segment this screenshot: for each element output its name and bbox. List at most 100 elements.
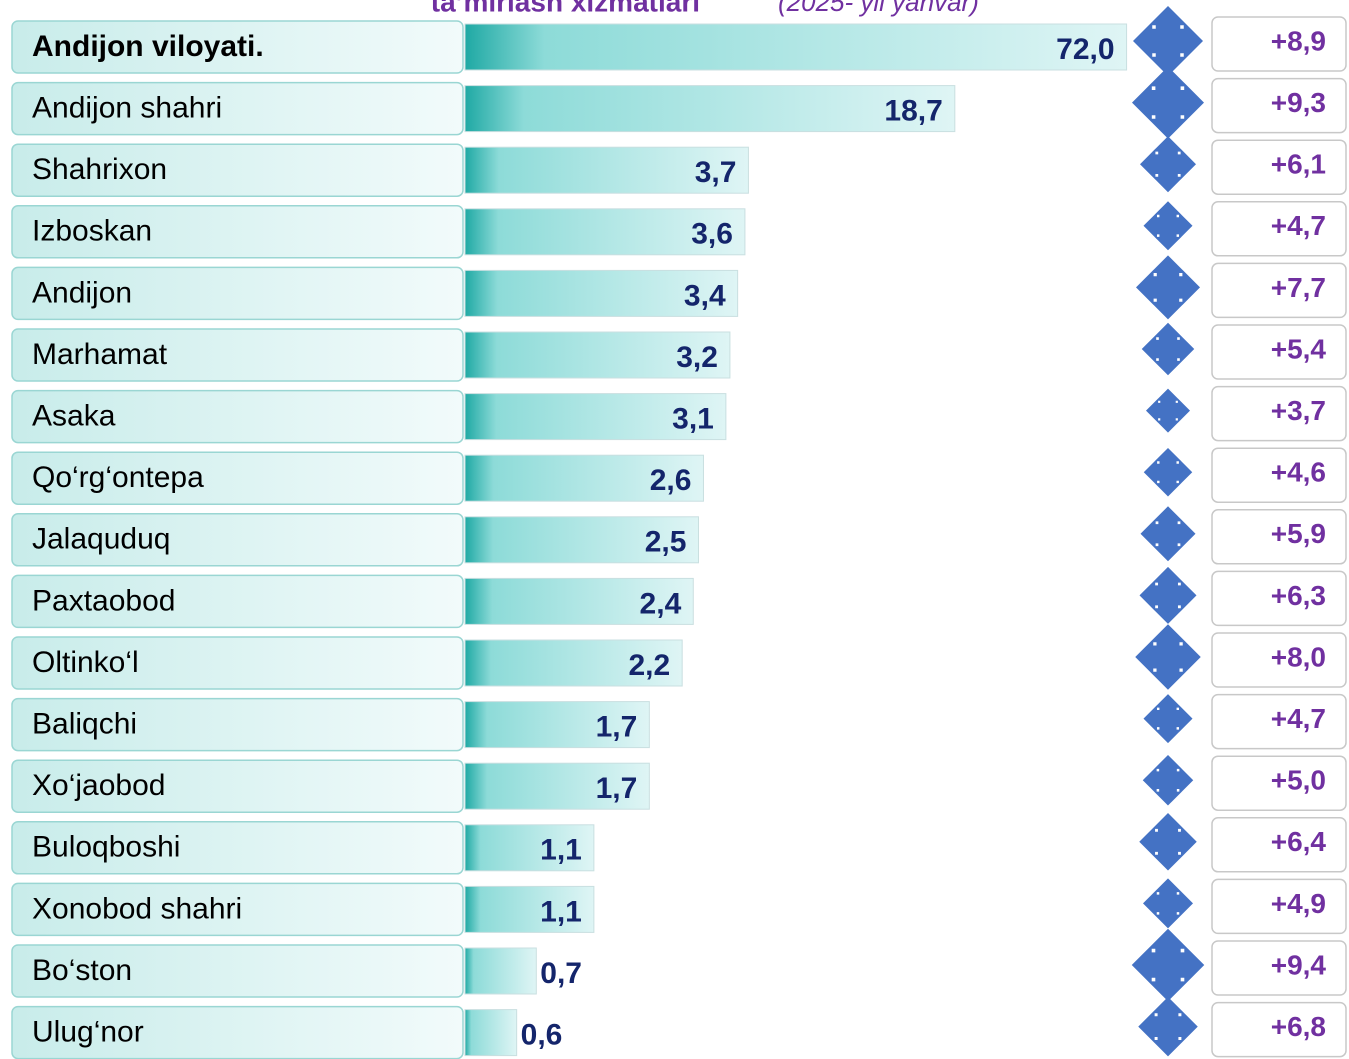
value-label: 3,1 (672, 403, 714, 436)
arrow-icon (1143, 694, 1193, 744)
category-label: Andijon shahri (32, 92, 222, 125)
arrow-icon (1143, 878, 1193, 929)
label-box (11, 636, 464, 690)
category-label: Qo‘rg‘ontepa (32, 461, 204, 494)
change-box (1211, 262, 1347, 319)
category-label: Baliqchi (32, 708, 137, 741)
change-label: +9,4 (1271, 949, 1327, 980)
change-box (1211, 632, 1347, 688)
arrow-icon (1143, 447, 1193, 497)
label-box (11, 821, 464, 875)
value-label: 72,0 (1056, 33, 1114, 66)
label-box (11, 513, 464, 567)
bar (464, 23, 1128, 71)
change-label: +5,0 (1271, 765, 1326, 796)
change-box (1211, 324, 1347, 380)
change-label: +4,7 (1271, 210, 1326, 241)
change-label: +3,7 (1271, 395, 1326, 426)
change-label: +4,9 (1271, 888, 1326, 919)
change-box (1211, 570, 1347, 627)
category-label: Xo‘jaobod (32, 769, 165, 802)
label-box (11, 81, 464, 136)
change-box (1211, 509, 1347, 565)
arrow-icon (1140, 506, 1196, 562)
change-label: +9,3 (1271, 87, 1326, 118)
label-box (11, 205, 464, 259)
label-box (11, 266, 464, 321)
category-label: Jalaquduq (32, 523, 170, 556)
category-label: Oltinko‘l (32, 646, 139, 679)
category-label: Asaka (32, 400, 116, 433)
change-box (1211, 16, 1347, 72)
label-box (11, 697, 464, 752)
label-box (11, 328, 464, 382)
change-box (1211, 201, 1347, 257)
category-label: Marhamat (32, 338, 168, 371)
change-label: +6,3 (1271, 580, 1326, 611)
category-label: Shahrixon (32, 153, 167, 186)
label-box (11, 20, 464, 74)
change-box (1211, 878, 1347, 935)
bar (464, 269, 739, 317)
change-label: +4,7 (1271, 703, 1326, 734)
change-box (1211, 447, 1347, 503)
arrow-icon (1135, 624, 1201, 690)
value-label: 3,2 (676, 341, 718, 374)
arrow-icon (1138, 996, 1198, 1057)
arrow-icon (1146, 388, 1190, 433)
label-box (11, 882, 464, 937)
arrow-icon (1131, 928, 1205, 1002)
arrow-icon (1142, 754, 1194, 806)
bar (464, 1009, 518, 1057)
value-label: 1,1 (540, 895, 582, 928)
value-label: 2,2 (628, 649, 670, 682)
value-label: 2,4 (640, 587, 682, 620)
category-label: Buloqboshi (32, 831, 180, 864)
value-label: 3,6 (691, 218, 733, 251)
arrow-icon (1141, 322, 1195, 376)
value-label: 1,7 (596, 772, 638, 805)
value-label: 1,1 (540, 834, 582, 867)
label-box (11, 143, 464, 197)
bar (464, 85, 956, 133)
bar (464, 146, 749, 194)
category-label: Andijon viloyati. (32, 30, 264, 63)
value-label: 2,6 (650, 464, 692, 497)
arrow-icon (1139, 566, 1197, 624)
change-box (1211, 940, 1347, 996)
bar (464, 516, 699, 564)
label-box (11, 389, 464, 444)
value-label: 0,6 (521, 1019, 563, 1052)
change-box (1211, 77, 1347, 134)
value-label: 2,5 (645, 526, 687, 559)
chart-title: ta’mirlash xizmatlari (431, 0, 700, 17)
change-box (1211, 755, 1347, 811)
bar (464, 331, 731, 379)
arrow-icon (1136, 255, 1200, 320)
bar (464, 824, 595, 872)
bar (464, 701, 650, 749)
category-label: Bo‘ston (32, 954, 132, 987)
category-label: Ulug‘nor (32, 1016, 144, 1049)
value-label: 1,7 (596, 711, 638, 744)
bar (464, 947, 537, 995)
bar (464, 885, 595, 933)
change-label: +8,0 (1271, 641, 1326, 672)
change-box (1211, 385, 1347, 442)
bar (464, 393, 727, 441)
label-box (11, 451, 464, 505)
bar (464, 762, 650, 810)
bar (464, 208, 746, 256)
category-label: Izboskan (32, 215, 152, 248)
change-box (1211, 693, 1347, 750)
label-box (11, 944, 464, 998)
arrow-icon (1139, 813, 1197, 871)
value-label: 0,7 (540, 957, 582, 990)
value-label: 18,7 (884, 95, 942, 128)
bar (464, 454, 704, 502)
change-label: +6,4 (1271, 826, 1327, 857)
value-label: 3,7 (695, 156, 737, 189)
change-box (1211, 139, 1347, 195)
change-label: +4,6 (1271, 457, 1326, 488)
category-label: Andijon (32, 276, 132, 309)
